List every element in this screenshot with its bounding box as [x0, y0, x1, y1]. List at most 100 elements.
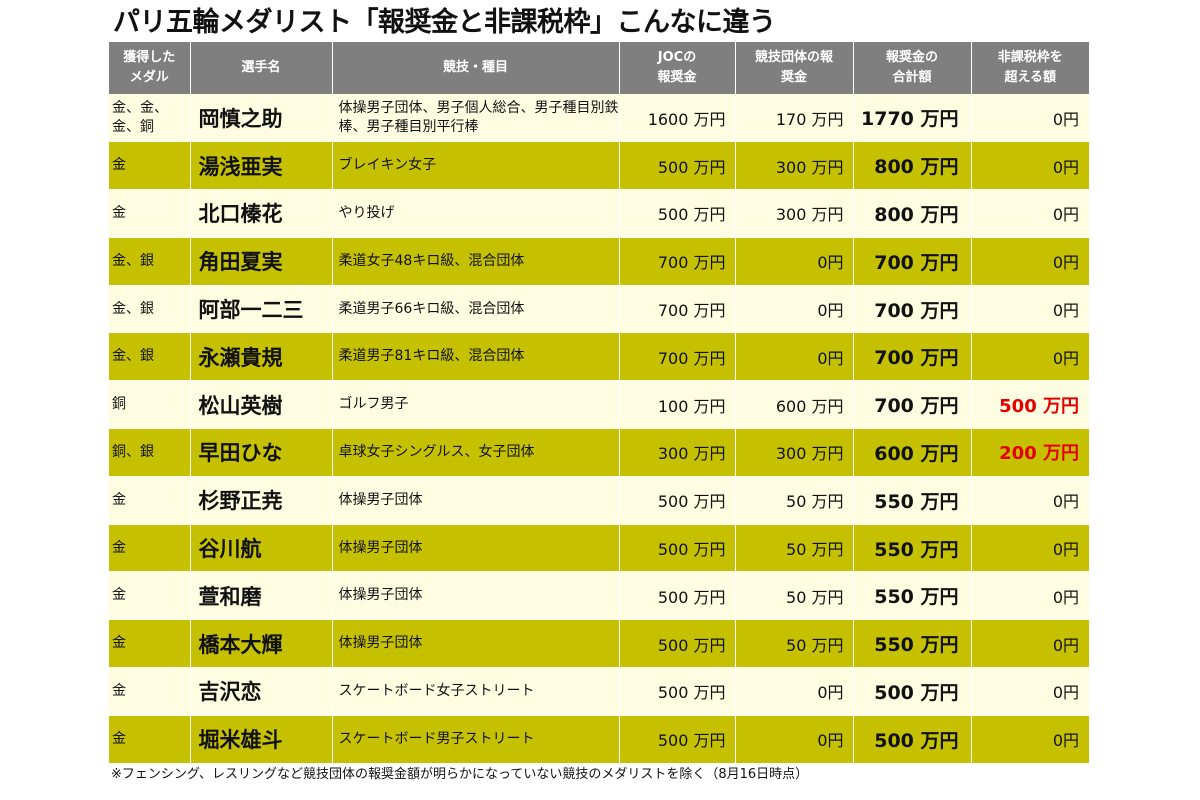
joc-reward-cell: 500 万円	[619, 667, 736, 716]
table-row: 金堀米雄斗 スケートボード男子ストリート 500 万円 0円 500 万円 0円	[109, 715, 1089, 764]
tax-free-excess-cell: 0円	[971, 667, 1089, 716]
tax-free-excess-cell: 0円	[971, 141, 1089, 191]
athlete-name: 北口榛花	[190, 189, 333, 238]
medal-cell: 金、銀	[109, 285, 191, 334]
tax-free-excess-cell: 200 万円	[971, 428, 1089, 477]
tax-free-excess-cell: 0円	[971, 189, 1089, 238]
federation-reward-cell: 50 万円	[735, 524, 854, 573]
athlete-name: 阿部一二三	[190, 285, 333, 334]
tax-free-excess-cell: 500 万円	[971, 380, 1089, 430]
tax-free-excess-cell: 0円	[971, 524, 1089, 573]
federation-reward-cell: 300 万円	[735, 428, 854, 477]
total-reward-cell: 550 万円	[853, 524, 972, 573]
medal-cell: 金	[109, 524, 191, 573]
tax-free-excess-cell: 0円	[971, 476, 1089, 525]
medal-cell: 金、銀	[109, 237, 191, 286]
event-cell: スケートボード女子ストリート	[332, 667, 620, 716]
tax-free-excess-cell: 0円	[971, 94, 1089, 143]
medal-cell: 金	[109, 189, 191, 238]
athlete-name: 杉野正尭	[190, 476, 333, 525]
athlete-name: 吉沢恋	[190, 667, 333, 716]
federation-reward-cell: 600 万円	[735, 380, 854, 430]
total-reward-cell: 800 万円	[853, 141, 972, 191]
medal-cell: 金	[109, 571, 191, 621]
header-athlete: 選手名	[190, 42, 333, 94]
tax-free-excess-cell: 0円	[971, 571, 1089, 621]
joc-reward-cell: 1600 万円	[619, 94, 736, 143]
medal-cell: 金	[109, 667, 191, 716]
medal-cell: 金、銀	[109, 332, 191, 382]
joc-reward-cell: 500 万円	[619, 189, 736, 238]
table-row: 金、銀 角田夏実 柔道女子48キロ級、混合団体 700 万円 0円 700 万円 0円	[109, 237, 1089, 286]
athlete-name: 堀米雄斗	[190, 715, 333, 764]
event-cell: ブレイキン女子	[332, 141, 620, 191]
federation-reward-cell: 170 万円	[735, 94, 854, 143]
total-reward-cell: 550 万円	[853, 571, 972, 621]
table-row: 銅、銀 早田ひな 卓球女子シングルス、女子団体 300 万円 300 万円 600 万円 2…	[109, 428, 1089, 477]
table-row: 金北口榛花 やり投げ 500 万円 300 万円 800 万円 0円	[109, 189, 1089, 238]
federation-reward-cell: 50 万円	[735, 571, 854, 621]
header-medal: 獲得した メダル	[109, 42, 191, 94]
joc-reward-cell: 500 万円	[619, 141, 736, 191]
joc-reward-cell: 500 万円	[619, 524, 736, 573]
athlete-name: 松山英樹	[190, 380, 333, 430]
event-cell: 体操男子団体	[332, 571, 620, 621]
total-reward-cell: 700 万円	[853, 380, 972, 430]
federation-reward-cell: 0円	[735, 715, 854, 764]
total-reward-cell: 700 万円	[853, 237, 972, 286]
medal-cell: 金	[109, 619, 191, 669]
header-total-reward: 報奨金の 合計額	[853, 42, 972, 94]
total-reward-cell: 500 万円	[853, 715, 972, 764]
federation-reward-cell: 0円	[735, 332, 854, 382]
table-header-row: 獲得した メダル 選手名 競技・種目 JOCの 報奨金 競技団体の報 奨金 報奨金の合…	[109, 42, 1089, 94]
table-row: 金、金、金、銅 岡慎之助 体操男子団体、男子個人総合、男子種目別鉄棒、男子種目別平行…	[109, 94, 1089, 143]
joc-reward-cell: 500 万円	[619, 619, 736, 669]
infographic: パリ五輪メダリスト「報奨金と非課税枠」こんなに違う 獲得した メダル 選手名 競技…	[109, 4, 1089, 797]
header-tax-free-excess: 非課税枠を 超える額	[971, 42, 1089, 94]
table-row: 金谷川航 体操男子団体 500 万円 50 万円 550 万円 0円	[109, 524, 1089, 573]
federation-reward-cell: 50 万円	[735, 476, 854, 525]
medal-cell: 金	[109, 141, 191, 191]
table-row: 金吉沢恋 スケートボード女子ストリート 500 万円 0円 500 万円 0円	[109, 667, 1089, 716]
event-cell: 柔道男子81キロ級、混合団体	[332, 332, 620, 382]
event-cell: 体操男子団体	[332, 619, 620, 669]
medal-cell: 銅	[109, 380, 191, 430]
tax-free-excess-cell: 0円	[971, 619, 1089, 669]
header-federation-reward: 競技団体の報 奨金	[735, 42, 854, 94]
total-reward-cell: 1770 万円	[853, 94, 972, 143]
total-reward-cell: 600 万円	[853, 428, 972, 477]
athlete-name: 湯浅亜実	[190, 141, 333, 191]
medal-cell: 金	[109, 715, 191, 764]
athlete-name: 橋本大輝	[190, 619, 333, 669]
total-reward-cell: 500 万円	[853, 667, 972, 716]
joc-reward-cell: 700 万円	[619, 237, 736, 286]
joc-reward-cell: 100 万円	[619, 380, 736, 430]
federation-reward-cell: 50 万円	[735, 619, 854, 669]
joc-reward-cell: 700 万円	[619, 332, 736, 382]
joc-reward-cell: 500 万円	[619, 476, 736, 525]
tax-free-excess-cell: 0円	[971, 332, 1089, 382]
federation-reward-cell: 300 万円	[735, 141, 854, 191]
total-reward-cell: 700 万円	[853, 285, 972, 334]
table-row: 銅松山英樹 ゴルフ男子 100 万円 600 万円 700 万円 500 万円	[109, 380, 1089, 430]
total-reward-cell: 550 万円	[853, 619, 972, 669]
page-title: パリ五輪メダリスト「報奨金と非課税枠」こんなに違う	[113, 7, 776, 38]
athlete-name: 萱和磨	[190, 571, 333, 621]
event-cell: 柔道男子66キロ級、混合団体	[332, 285, 620, 334]
tax-free-excess-cell: 0円	[971, 285, 1089, 334]
reward-table: 獲得した メダル 選手名 競技・種目 JOCの 報奨金 競技団体の報 奨金 報奨金の合…	[109, 42, 1089, 764]
medal-cell: 金、金、金、銅	[109, 94, 191, 143]
tax-free-excess-cell: 0円	[971, 715, 1089, 764]
joc-reward-cell: 500 万円	[619, 715, 736, 764]
medal-cell: 銅、銀	[109, 428, 191, 477]
medal-cell: 金	[109, 476, 191, 525]
event-cell: 体操男子団体	[332, 524, 620, 573]
total-reward-cell: 800 万円	[853, 189, 972, 238]
joc-reward-cell: 700 万円	[619, 285, 736, 334]
federation-reward-cell: 0円	[735, 237, 854, 286]
table-row: 金橋本大輝 体操男子団体 500 万円 50 万円 550 万円 0円	[109, 619, 1089, 669]
event-cell: 卓球女子シングルス、女子団体	[332, 428, 620, 477]
table-row: 金、銀 阿部一二三 柔道男子66キロ級、混合団体 700 万円 0円 700 万円 0円	[109, 285, 1089, 334]
event-cell: 柔道女子48キロ級、混合団体	[332, 237, 620, 286]
event-cell: 体操男子団体、男子個人総合、男子種目別鉄棒、男子種目別平行棒	[332, 94, 620, 143]
